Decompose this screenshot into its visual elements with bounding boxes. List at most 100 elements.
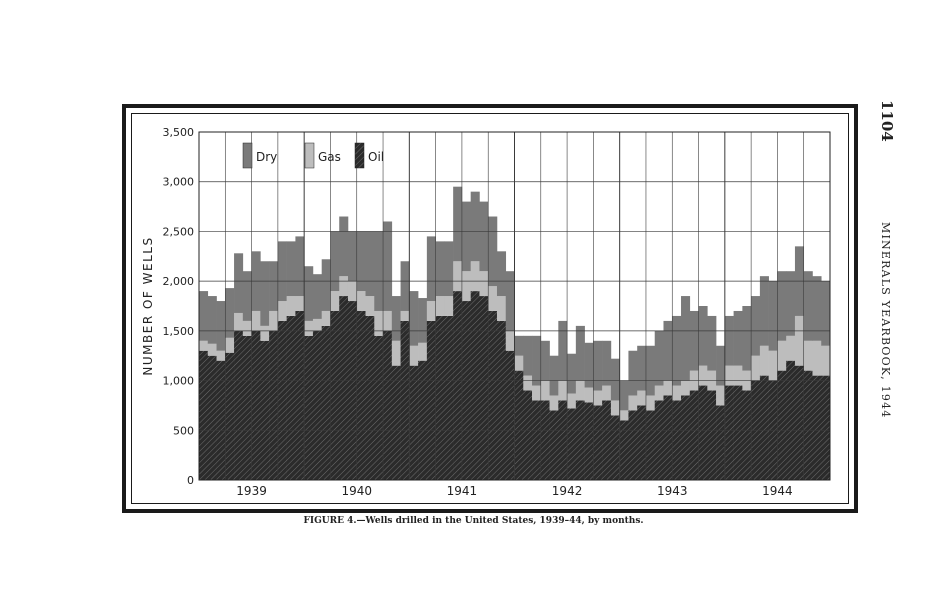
bar-gas (514, 355, 524, 371)
bar-oil (698, 385, 708, 480)
bar-gas (812, 340, 822, 376)
bar-oil (716, 405, 726, 480)
legend-swatch-oil (354, 142, 365, 169)
bar-dry (330, 231, 340, 292)
bar-dry (575, 325, 585, 381)
bar-dry (689, 310, 699, 371)
bar-oil (672, 400, 682, 480)
bar-dry (383, 221, 393, 311)
bar-gas (488, 286, 498, 311)
bar-dry (286, 241, 296, 297)
bar-gas (295, 296, 305, 311)
bar-oil (251, 330, 261, 480)
bar-oil (374, 335, 384, 480)
bar-dry (549, 355, 559, 396)
bar-dry (391, 296, 401, 341)
bar-oil (286, 315, 296, 480)
x-year-label: 1943 (657, 484, 688, 498)
bar-gas (470, 261, 480, 292)
legend-label-gas: Gas (318, 150, 341, 164)
bar-gas (207, 343, 217, 356)
bar-dry (470, 191, 480, 262)
bar-dry (742, 306, 752, 371)
y-tick-label: 500 (173, 424, 194, 437)
bar-dry (532, 335, 542, 386)
bar-oil (681, 395, 691, 480)
bar-oil (645, 410, 656, 480)
bar-oil (470, 291, 480, 480)
bar-oil (339, 296, 349, 480)
bar-dry (654, 330, 664, 386)
bar-gas (654, 385, 664, 401)
bar-oil (277, 320, 287, 480)
bar-oil (391, 365, 401, 480)
bar-dry (347, 231, 358, 282)
bar-gas (418, 342, 428, 361)
x-year-label: 1944 (762, 484, 793, 498)
bar-gas (479, 271, 489, 297)
bar-oil (199, 350, 209, 480)
bar-gas (461, 271, 471, 302)
bar-dry (242, 271, 252, 321)
bar-oil (242, 335, 252, 480)
bar-oil (496, 320, 507, 480)
bar-oil (637, 405, 647, 480)
bar-gas (593, 390, 603, 406)
y-tick-label: 3,000 (163, 176, 195, 189)
bar-dry (234, 253, 244, 313)
x-year-label: 1939 (236, 484, 267, 498)
bar-gas (234, 312, 244, 331)
bar-dry (225, 288, 235, 338)
bar-dry (496, 251, 507, 297)
bar-gas (575, 380, 585, 401)
bar-dry (593, 340, 603, 391)
bar-dry (637, 345, 647, 391)
bar-gas (549, 395, 559, 411)
bar-dry (356, 231, 366, 292)
bar-gas (347, 281, 358, 302)
bar-dry (523, 335, 533, 376)
bar-oil (505, 350, 515, 480)
bar-dry (304, 266, 314, 321)
bar-oil (777, 370, 787, 480)
bar-oil (461, 301, 471, 480)
bar-gas (356, 291, 366, 311)
bar-gas (400, 310, 410, 321)
bar-gas (751, 355, 761, 381)
bar-gas (505, 330, 515, 351)
bar-oil (786, 360, 796, 480)
bar-gas (619, 410, 629, 421)
bar-dry (672, 315, 682, 386)
bar-gas (540, 380, 550, 401)
running-head: MINERALS YEARBOOK, 1944 (879, 222, 892, 419)
bar-dry (488, 216, 498, 287)
bar-gas (768, 350, 778, 381)
bar-gas (663, 380, 673, 396)
bar-dry (199, 291, 209, 341)
bar-gas (672, 385, 682, 401)
bar-dry (453, 186, 463, 262)
bar-gas (321, 310, 331, 326)
bar-oil (356, 310, 366, 480)
bar-dry (610, 358, 620, 401)
bar-dry (207, 296, 217, 344)
bar-oil (453, 291, 463, 480)
bar-oil (409, 365, 419, 480)
bar-oil (304, 335, 314, 480)
bar-dry (479, 201, 489, 272)
bar-dry (751, 296, 761, 356)
bar-oil (803, 370, 813, 480)
bar-gas (584, 387, 594, 403)
bar-gas (610, 400, 620, 416)
bar-oil (488, 310, 498, 480)
bar-gas (435, 296, 445, 316)
bar-gas (602, 385, 612, 401)
bar-dry (444, 241, 454, 297)
bar-gas (374, 310, 384, 336)
bar-dry (724, 315, 734, 366)
bar-gas (269, 310, 279, 331)
bar-oil (479, 296, 489, 480)
bar-oil (295, 310, 305, 480)
bar-oil (628, 410, 638, 480)
bar-dry (777, 271, 787, 341)
